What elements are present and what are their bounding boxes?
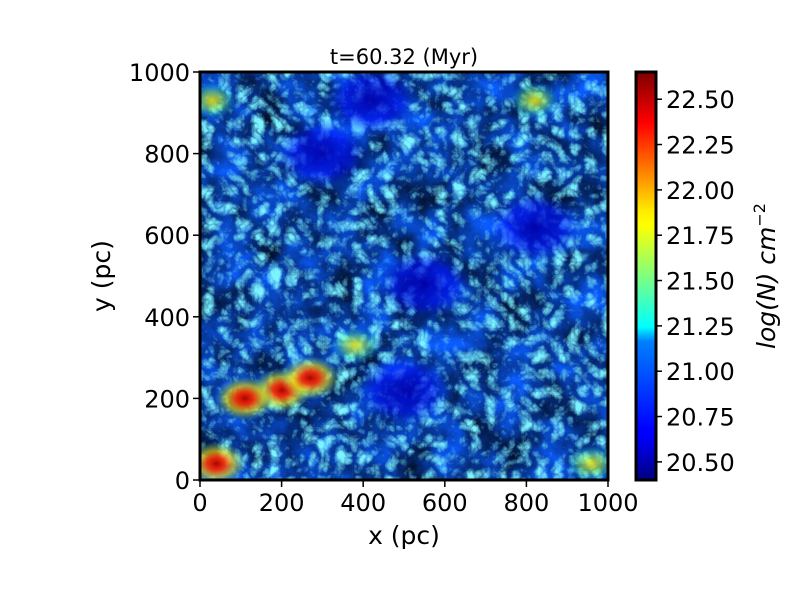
x-axis-label: x (pc) [368,521,440,550]
high-density-region [214,376,275,421]
heatmap-area [200,72,608,480]
x-tick-label: 200 [259,489,305,517]
x-tick-label: 600 [422,489,468,517]
plot-frame [198,70,610,482]
colorbar-tick-label: 20.50 [666,449,735,477]
y-tick-label: 400 [144,304,190,332]
high-density-region [280,356,341,400]
x-tick-label: 0 [192,489,207,517]
x-axis-ticks: 0 200 400 600 800 1000 [192,480,639,517]
x-tick-label: 1000 [577,489,638,517]
colorbar-tick-label: 21.50 [666,268,735,296]
x-tick-label: 400 [340,489,386,517]
colorbar-label-base: log(N) cm [752,227,781,349]
colorbar-tick-label: 22.00 [666,177,735,205]
y-axis-ticks: 0 200 400 600 800 1000 [129,59,200,495]
colorbar-tick-label: 22.50 [666,86,735,114]
x-tick-label: 800 [503,489,549,517]
y-tick-label: 200 [144,385,190,413]
colorbar-tick-label: 21.00 [666,358,735,386]
low-density-region [323,72,420,137]
colorbar-ticks: 20.50 20.75 21.00 21.25 21.50 21.75 22.00 22.25… [656,86,735,477]
colorbar-tick-label: 20.75 [666,404,735,432]
low-density-region [486,191,583,264]
colorbar-tick-label: 21.75 [666,222,735,250]
high-density-region [200,441,247,480]
y-tick-label: 800 [144,141,190,169]
colorbar-tick-label: 21.25 [666,313,735,341]
colorbar [634,70,658,482]
low-density-region [274,117,371,190]
y-tick-label: 0 [175,467,190,495]
low-density-region [376,248,473,321]
high-density-region [200,82,237,119]
high-density-region [510,82,559,119]
chart-title: t=60.32 (Myr) [330,45,478,69]
high-density-region [567,445,608,480]
colorbar-label: log(N) cm−2 [750,203,781,349]
colorbar-label-exponent: −2 [750,203,769,227]
high-density-region [331,327,380,364]
y-tick-label: 600 [144,222,190,250]
colorbar-tick-label: 22.25 [666,132,735,160]
low-density-region [356,354,452,427]
y-axis-label: y (pc) [87,240,116,312]
y-tick-label: 1000 [129,59,190,87]
